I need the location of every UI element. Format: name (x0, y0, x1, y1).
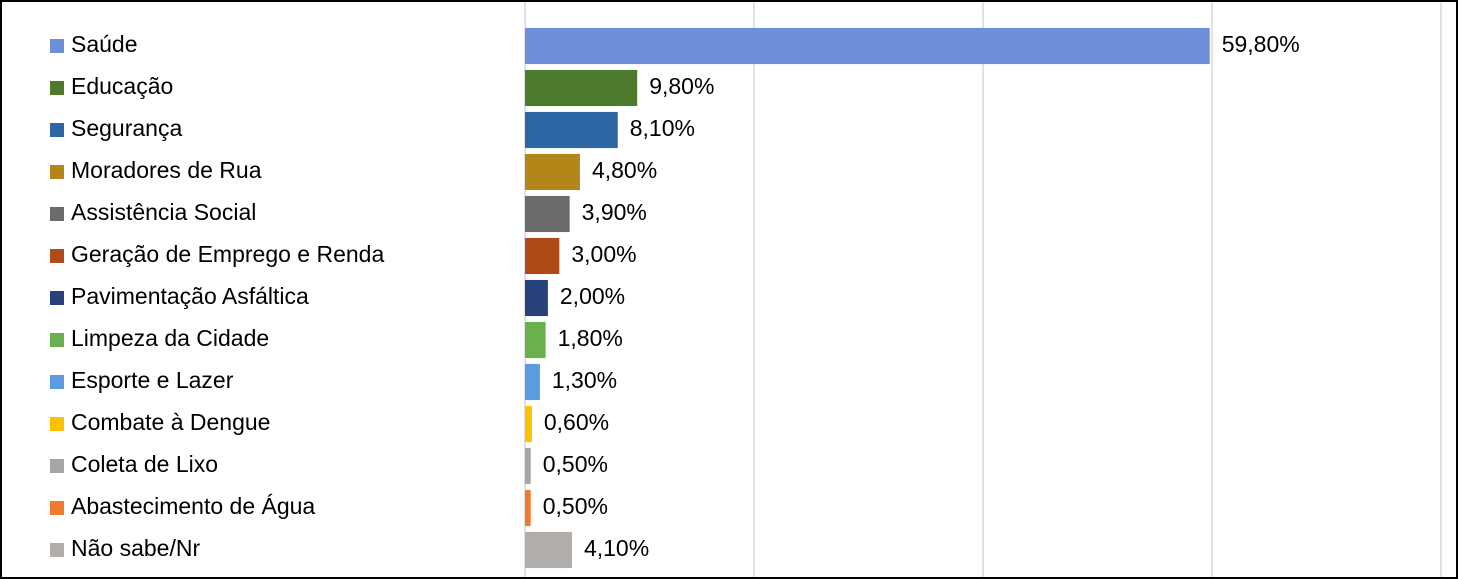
legend-label: Moradores de Rua (71, 157, 262, 183)
legend-swatch (50, 501, 64, 515)
data-label: 9,80% (649, 73, 714, 99)
legend-label: Segurança (71, 115, 182, 141)
legend-swatch (50, 39, 64, 53)
legend-swatch (50, 459, 64, 473)
data-label: 3,90% (582, 199, 647, 225)
bar (525, 111, 618, 149)
bar (525, 363, 540, 401)
legend-swatch (50, 165, 64, 179)
legend-swatch (50, 417, 64, 431)
data-label: 0,60% (544, 409, 609, 435)
data-label: 0,50% (543, 493, 608, 519)
bar (525, 321, 546, 359)
data-label: 0,50% (543, 451, 608, 477)
data-label: 1,30% (552, 367, 617, 393)
legend-swatch (50, 543, 64, 557)
data-label: 4,10% (584, 535, 649, 561)
legend-swatch (50, 123, 64, 137)
bar (525, 531, 572, 569)
data-label: 3,00% (571, 241, 636, 267)
legend-label: Saúde (71, 31, 138, 57)
legend-label: Geração de Emprego e Renda (71, 241, 384, 267)
bar (525, 27, 1210, 65)
legend-swatch (50, 249, 64, 263)
legend-swatch (50, 81, 64, 95)
legend-swatch (50, 333, 64, 347)
bar (525, 153, 580, 191)
bar (525, 237, 560, 275)
legend-swatch (50, 207, 64, 221)
legend-label: Abastecimento de Água (71, 493, 315, 519)
legend-label: Pavimentação Asfáltica (71, 283, 309, 309)
data-label: 4,80% (592, 157, 657, 183)
bar (525, 279, 548, 317)
legend-swatch (50, 375, 64, 389)
data-label: 1,80% (558, 325, 623, 351)
legend-swatch (50, 291, 64, 305)
legend-label: Assistência Social (71, 199, 256, 225)
legend-label: Combate à Dengue (71, 409, 270, 435)
data-label: 59,80% (1222, 31, 1300, 57)
legend-label: Não sabe/Nr (71, 535, 200, 561)
bar (525, 405, 532, 443)
legend-label: Coleta de Lixo (71, 451, 218, 477)
legend-label: Limpeza da Cidade (71, 325, 269, 351)
bar (525, 489, 531, 527)
bar (525, 69, 638, 107)
legend-label: Esporte e Lazer (71, 367, 234, 393)
data-label: 8,10% (630, 115, 695, 141)
bar (525, 447, 531, 485)
data-label: 2,00% (560, 283, 625, 309)
bar (525, 195, 570, 233)
legend-label: Educação (71, 73, 173, 99)
